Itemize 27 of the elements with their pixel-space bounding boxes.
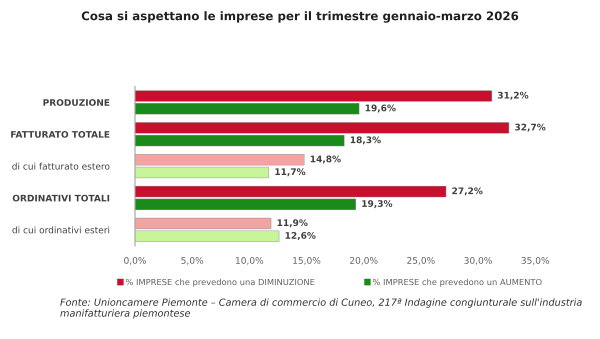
legend-label: % IMPRESE che prevedono un AUMENTO xyxy=(372,278,542,287)
data-label: 14,8% xyxy=(310,156,341,164)
x-tick-label: 10,0% xyxy=(236,257,264,265)
source-note: Fonte: Unioncamere Piemonte – Camera di commercio di Cuneo, 217ª Indagine congiunturale sull'industria manifatturiera piemontese xyxy=(60,298,582,319)
data-label: 11,7% xyxy=(275,168,306,176)
y-tick-label: PRODUZIONE xyxy=(43,99,110,106)
y-tick-label: FATTURATO TOTALE xyxy=(11,130,110,138)
legend-label: % IMPRESE che prevedono una DIMINUZIONE xyxy=(126,278,314,287)
y-tick-label: di cui fatturato estero xyxy=(12,162,110,170)
data-label: 19,6% xyxy=(366,104,396,113)
data-label: 27,2% xyxy=(452,187,483,196)
y-tick-label: ORDINATIVI TOTALI xyxy=(12,194,110,202)
data-label: 12,6% xyxy=(286,232,316,240)
x-tick-label: 15,0% xyxy=(293,257,320,265)
x-tick-label: 25,0% xyxy=(407,257,435,265)
chart-title: Cosa si aspettano le imprese per il trimestre gennaio-marzo 2026 xyxy=(82,11,518,23)
data-label: 11,9% xyxy=(278,219,308,228)
data-label: 18,3% xyxy=(350,136,381,144)
x-tick-label: 20,0% xyxy=(350,257,378,265)
data-label: 19,3% xyxy=(362,200,392,208)
y-tick-label: di cui ordinativi esteri xyxy=(12,226,110,234)
x-tick-label: 35,0% xyxy=(522,257,550,265)
data-label: 32,7% xyxy=(515,124,546,132)
data-label: 31,2% xyxy=(498,92,528,100)
x-tick-label: 5,0% xyxy=(181,257,204,265)
x-tick-label: 0,0% xyxy=(124,257,146,265)
x-tick-label: 30,0% xyxy=(464,257,492,265)
